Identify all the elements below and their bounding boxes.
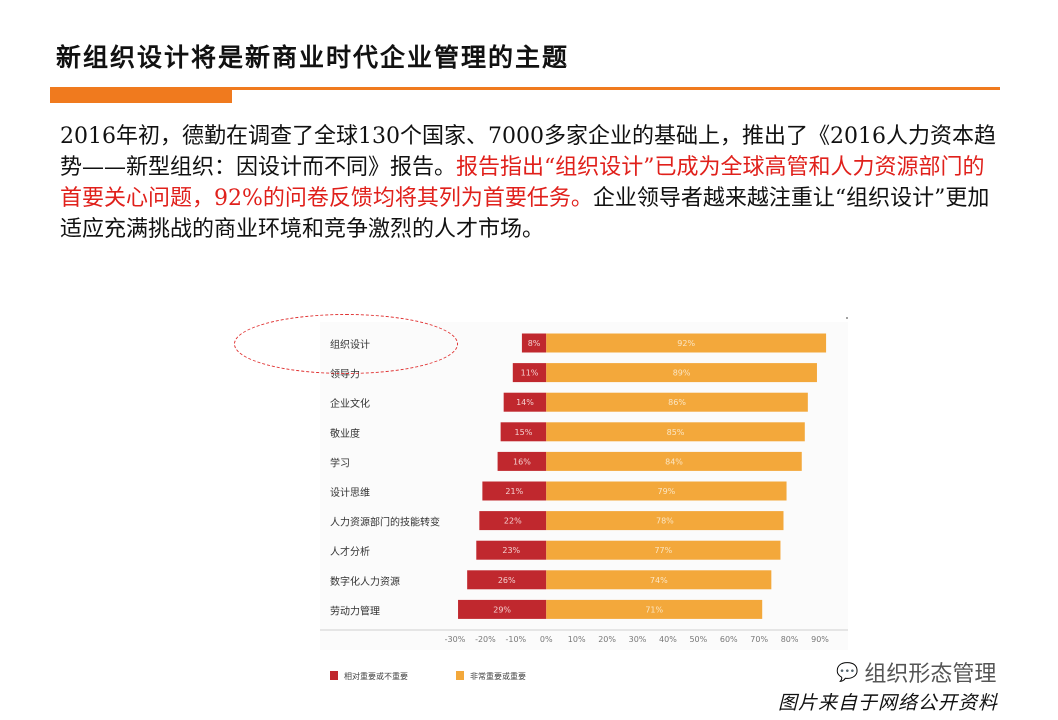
category-label: 人才分析 (330, 545, 370, 558)
negative-bar (458, 599, 547, 619)
negative-bar (476, 540, 547, 560)
positive-bar-label: 84% (665, 457, 683, 466)
category-label: 人力资源部门的技能转变 (330, 516, 440, 529)
x-tick-label: -20% (475, 635, 496, 644)
negative-bar (521, 333, 547, 353)
positive-bar-label: 89% (673, 369, 691, 378)
x-tick-label: -10% (505, 635, 526, 644)
category-label: 学习 (330, 456, 350, 469)
positive-bar (546, 363, 817, 383)
negative-bar-label: 23% (502, 546, 520, 555)
negative-bar-label: 16% (513, 457, 531, 466)
x-tick-label: 80% (781, 635, 799, 644)
legend-swatch-positive (456, 671, 464, 680)
positive-bar-label: 74% (650, 576, 668, 585)
positive-bar-label: 85% (667, 428, 685, 437)
negative-bar (479, 511, 547, 531)
x-tick-label: 50% (689, 635, 707, 644)
legend-label-negative: 相对重要或不重要 (344, 671, 408, 681)
negative-bar (500, 422, 547, 442)
legend-swatch-negative (330, 671, 338, 680)
title-underline (50, 87, 1000, 90)
x-tick-label: 60% (720, 635, 738, 644)
x-tick-label: 20% (598, 635, 616, 644)
negative-bar-label: 11% (521, 369, 539, 378)
x-tick-label: 0% (540, 635, 553, 644)
x-tick-label: 70% (750, 635, 768, 644)
image-source-caption: 图片来自于网络公开资料 (778, 692, 999, 714)
legend-label-positive: 非常重要或重要 (470, 671, 526, 681)
positive-bar (546, 570, 772, 590)
negative-bar (482, 481, 547, 501)
category-label: 数字化人力资源 (330, 575, 400, 588)
positive-bar-label: 86% (668, 398, 686, 407)
positive-bar-label: 78% (656, 517, 674, 526)
negative-bar-label: 15% (515, 428, 533, 437)
x-tick-label: -30% (445, 635, 466, 644)
watermark: 💬 组织形态管理 (836, 656, 996, 688)
negative-bar-label: 8% (528, 339, 541, 348)
negative-bar-label: 22% (504, 517, 522, 526)
paragraph-part-1: 2016年初，德勤在调查了全球130个国家、7000多家企业的基础上，推出了《2… (60, 124, 996, 180)
positive-bar-label: 71% (645, 605, 663, 614)
x-tick-label: 10% (568, 635, 586, 644)
slide-title: 新组织设计将是新商业时代企业管理的主题 (56, 43, 570, 72)
title-accent-bar (50, 87, 232, 103)
positive-bar-label: 92% (677, 339, 695, 348)
x-tick-label: 90% (811, 635, 829, 644)
negative-bar-label: 14% (516, 398, 534, 407)
negative-bar-label: 29% (493, 605, 511, 614)
negative-bar (497, 451, 547, 471)
negative-bar (503, 392, 547, 412)
body-paragraph: 2016年初，德勤在调查了全球130个国家、7000多家企业的基础上，推出了《2… (60, 121, 1000, 245)
positive-bar-label: 79% (658, 487, 676, 496)
category-label: 劳动力管理 (330, 604, 380, 617)
positive-bar (546, 481, 787, 501)
positive-bar (546, 451, 802, 471)
x-tick-label: 40% (659, 635, 677, 644)
negative-bar (512, 363, 547, 383)
paragraph-highlight: 报告指出“组织设计”已成为全球高管和人力资源部门的首要关心问题，92%的问卷反馈… (60, 155, 985, 211)
positive-bar (546, 333, 827, 353)
paragraph-part-3: 企业领导者越来越注重让“组织设计”更加适应充满挑战的商业环境和竞争激烈的人才市场… (60, 186, 990, 242)
category-label: 敬业度 (330, 427, 360, 440)
negative-bar (467, 570, 547, 590)
x-tick-label: 30% (629, 635, 647, 644)
positive-bar (546, 599, 763, 619)
watermark-text: 组织形态管理 (864, 662, 997, 687)
highlight-oval (234, 314, 458, 374)
positive-bar (546, 511, 784, 531)
positive-bar-label: 77% (654, 546, 672, 555)
category-label: 设计思维 (330, 486, 370, 499)
positive-bar (546, 422, 805, 442)
positive-bar (546, 540, 781, 560)
negative-bar-label: 26% (498, 576, 516, 585)
category-label: 企业文化 (330, 397, 370, 410)
positive-bar (546, 392, 808, 412)
wechat-icon: 💬 (836, 661, 859, 683)
negative-bar-label: 21% (505, 487, 523, 496)
